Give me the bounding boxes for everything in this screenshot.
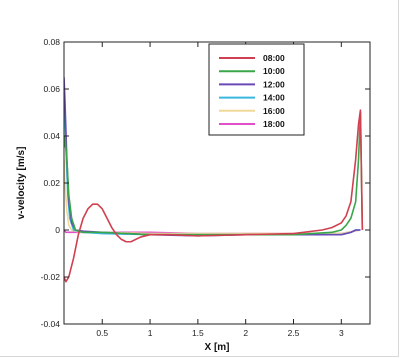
y-tick-label: 0 (55, 225, 60, 235)
x-tick-label: 2.5 (288, 328, 300, 338)
x-tick-label: 3 (339, 328, 344, 338)
y-tick-label: 0.04 (43, 131, 60, 141)
legend-label: 08:00 (263, 53, 285, 63)
y-tick-label: 0.02 (43, 178, 60, 188)
y-tick-label: -0.02 (41, 272, 61, 282)
legend-label: 12:00 (263, 79, 285, 89)
legend: 08:00 10:00 12:00 14:00 16:00 18:00 (208, 43, 305, 136)
y-tick-label: 0.08 (43, 37, 60, 47)
legend-label: 16:00 (263, 106, 285, 116)
x-tick-label: 1 (148, 328, 153, 338)
x-axis-title: X [m] (205, 342, 230, 353)
y-tick-label: -0.04 (41, 319, 61, 329)
legend-label: 18:00 (263, 119, 285, 129)
legend-label: 14:00 (263, 93, 285, 103)
y-tick-label: 0.06 (43, 84, 60, 94)
legend-box (208, 43, 305, 136)
series-line-0800 (64, 109, 364, 283)
legend-label: 10:00 (263, 66, 285, 76)
x-tick-label: 2 (243, 328, 248, 338)
ticks-layer: -0.04 -0.02 0 0.02 0.04 0.06 0.08 0.5 1 1.5 2 2.5 3 (41, 37, 370, 338)
x-tick-label: 1.5 (192, 328, 204, 338)
x-tick-label: 0.5 (96, 328, 108, 338)
y-axis-title: v-velocity [m/s] (16, 147, 27, 220)
series-layer (64, 77, 364, 283)
